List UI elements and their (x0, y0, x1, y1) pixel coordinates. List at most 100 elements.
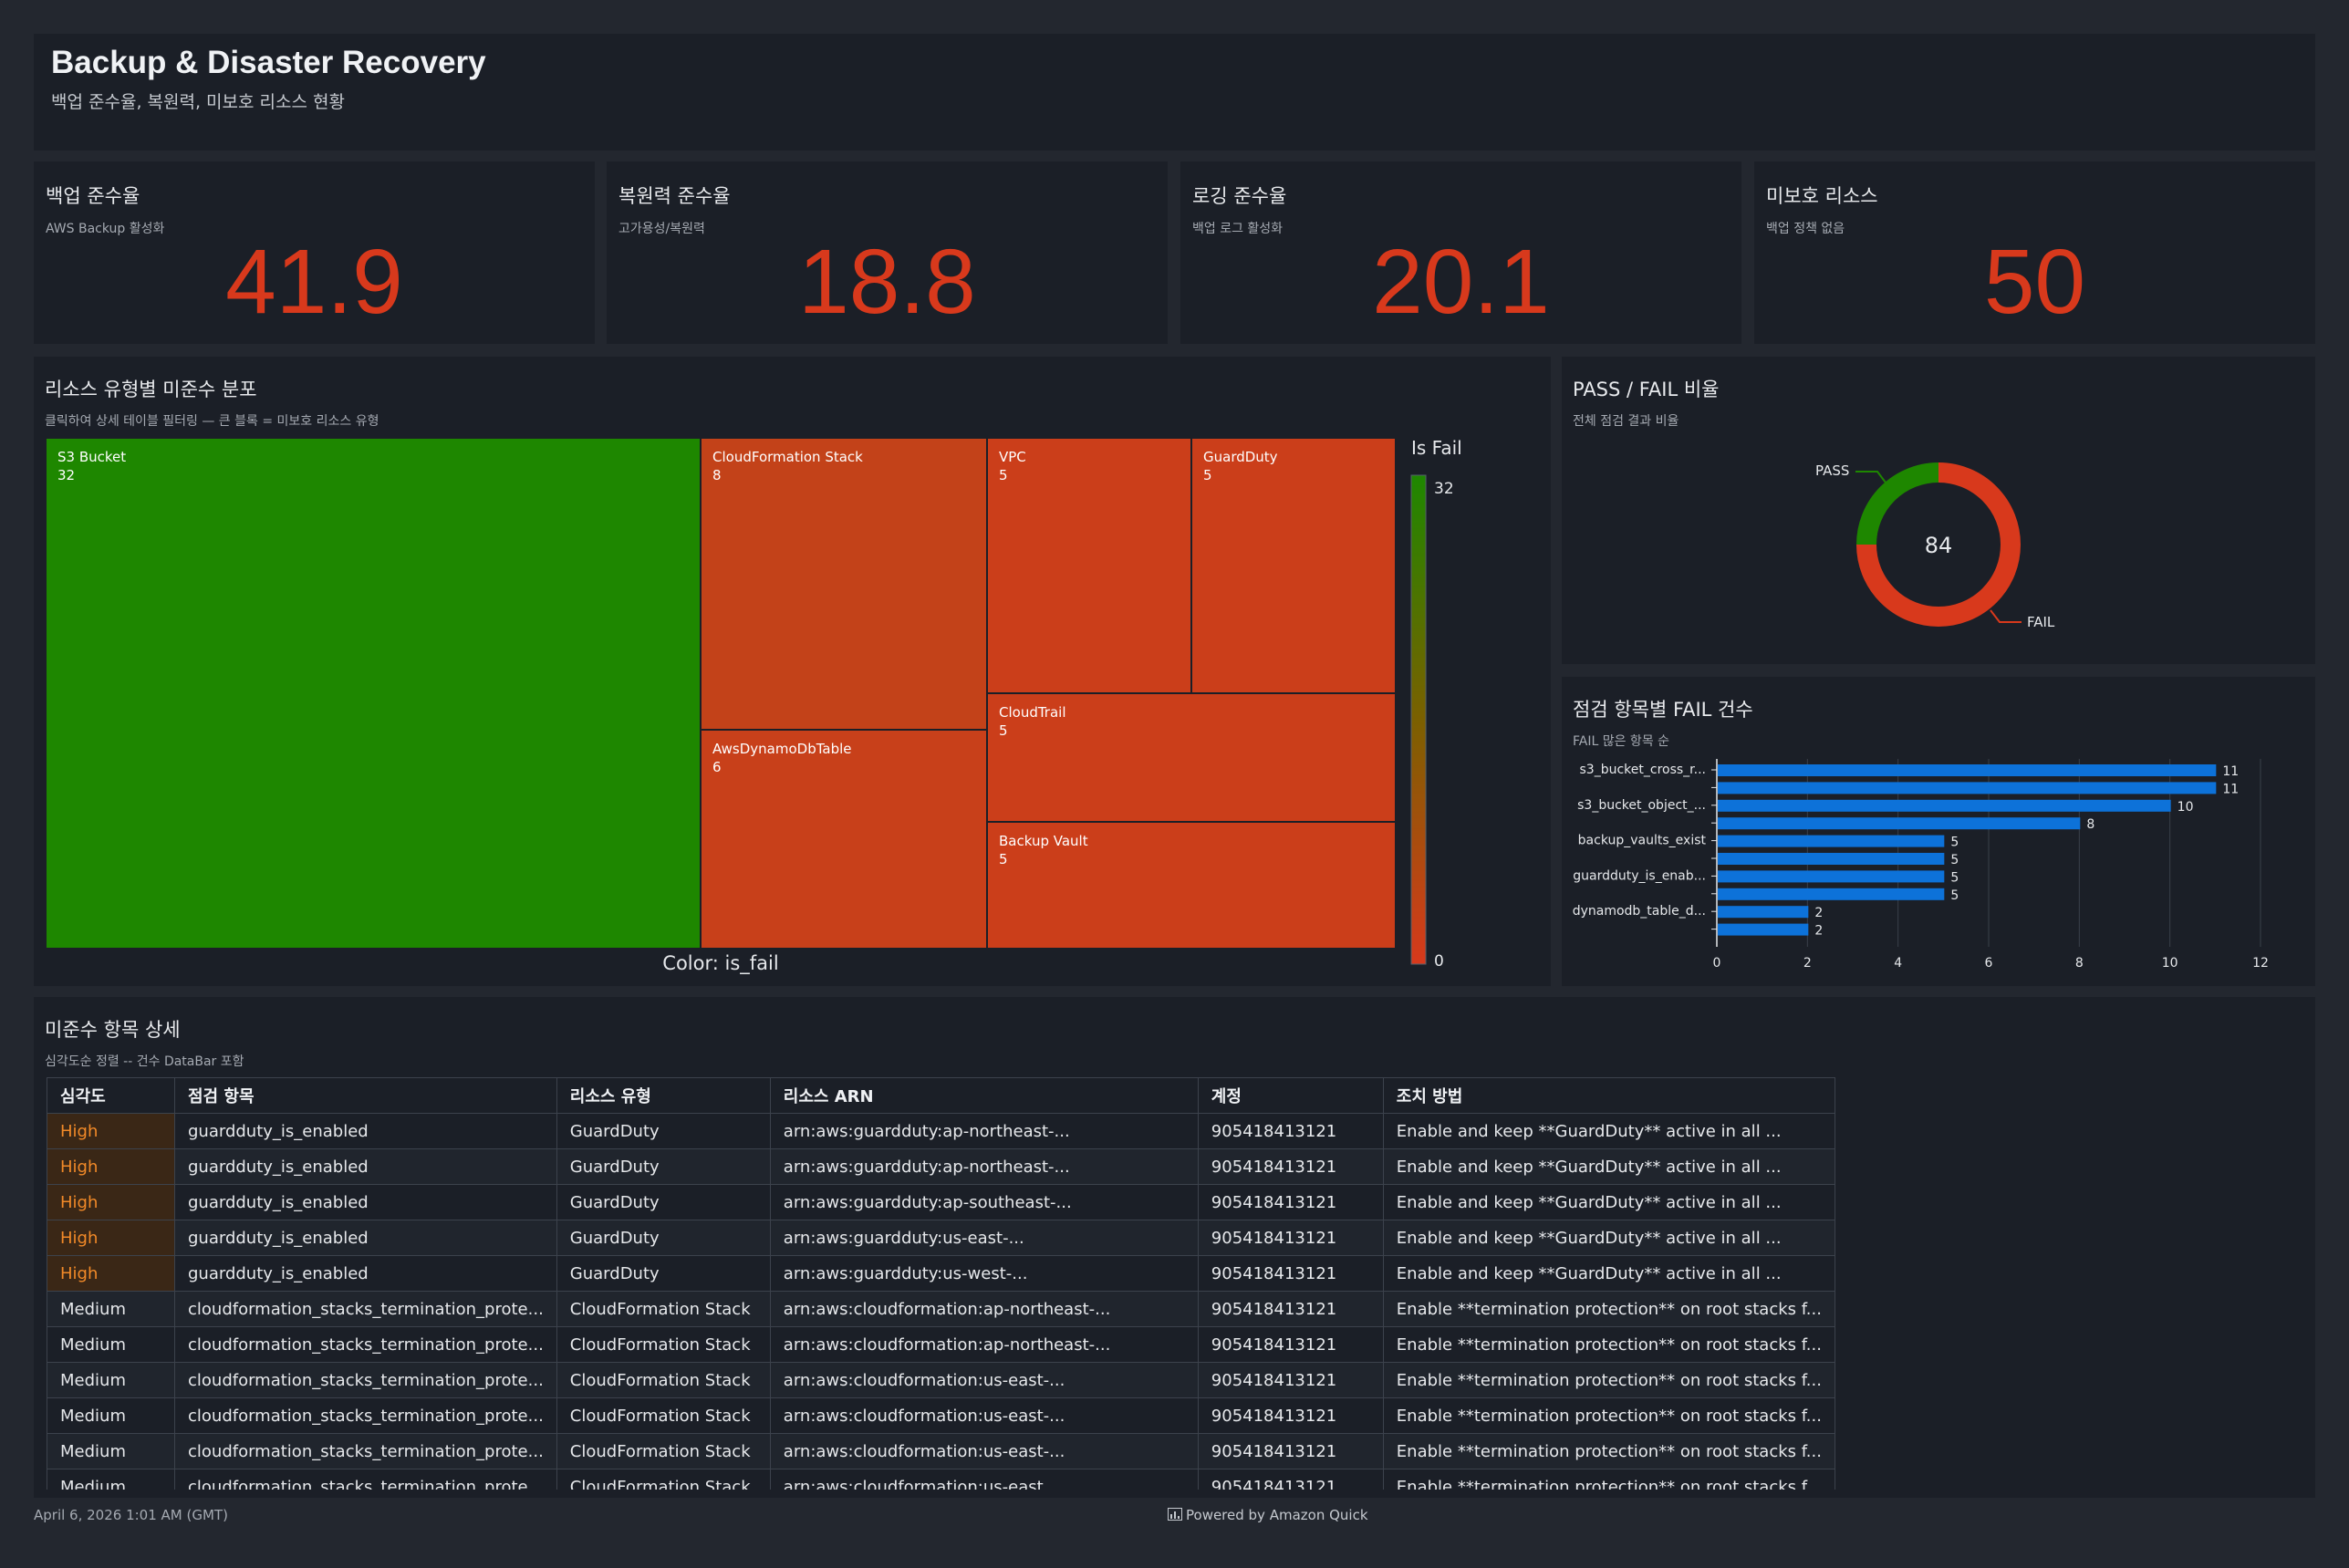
fail-bar-value-label: 5 (1950, 853, 1959, 867)
col-header-check[interactable]: 점검 항목 (174, 1077, 557, 1114)
remediation-cell: Enable **termination protection** on roo… (1382, 1433, 1835, 1469)
treemap-cell-guardduty[interactable]: GuardDuty 5 (1192, 439, 1395, 692)
treemap-cell-value: 8 (712, 467, 722, 483)
resource-type-cell: GuardDuty (556, 1220, 771, 1256)
remediation-cell: Enable and keep **GuardDuty** active in … (1382, 1220, 1835, 1256)
fail-bar[interactable] (1718, 799, 2171, 812)
table-row[interactable]: Medium cloudformation_stacks_termination_… (47, 1433, 1835, 1469)
table-subtitle: 심각도순 정렬 -- 건수 DataBar 포함 (45, 1054, 244, 1069)
y-tick-label: guardduty_is_enab... (1573, 868, 1706, 883)
treemap-cell-vpc[interactable]: VPC 5 (988, 439, 1190, 692)
fail-bar[interactable] (1718, 906, 1809, 919)
severity-cell: Medium (47, 1326, 175, 1363)
resource-arn-cell: arn:aws:guardduty:us-west-... (769, 1255, 1199, 1292)
check-cell: cloudformation_stacks_termination_prote.… (174, 1362, 557, 1398)
footer-powered-by: Powered by Amazon Quick (1168, 1507, 1368, 1523)
check-cell: cloudformation_stacks_termination_prote.… (174, 1469, 557, 1490)
treemap-cell-label: S3 Bucket (57, 449, 126, 465)
resource-arn-cell: arn:aws:cloudformation:us-east... (769, 1469, 1199, 1490)
fail-bar[interactable] (1718, 782, 2217, 794)
account-cell: 905418413121 (1197, 1469, 1384, 1490)
account-cell: 905418413121 (1197, 1113, 1384, 1149)
table-row[interactable]: High guardduty_is_enabled GuardDuty arn:aws… (47, 1113, 1835, 1149)
table-row[interactable]: Medium cloudformation_stacks_termination_… (47, 1326, 1835, 1363)
resource-arn-cell: arn:aws:cloudformation:us-east-... (769, 1362, 1199, 1398)
fail-leader-line (1990, 609, 2022, 623)
fail-bar[interactable] (1718, 817, 2081, 830)
col-header-account[interactable]: 계정 (1197, 1077, 1384, 1114)
check-cell: guardduty_is_enabled (174, 1184, 557, 1220)
table-row[interactable]: Medium cloudformation_stacks_termination_… (47, 1291, 1835, 1327)
detail-table-panel: 미준수 항목 상세 심각도순 정렬 -- 건수 DataBar 포함 심각도 점… (34, 997, 2315, 1498)
col-header-severity[interactable]: 심각도 (47, 1077, 175, 1114)
fail-bar[interactable] (1718, 853, 1945, 865)
resource-arn-cell: arn:aws:cloudformation:ap-northeast-... (769, 1291, 1199, 1327)
treemap-cell-aws-dynamodb-table[interactable]: AwsDynamoDbTable 6 (702, 731, 986, 948)
y-tick-label: s3_bucket_cross_r... (1580, 763, 1707, 777)
fail-bar[interactable] (1718, 870, 1945, 883)
kpi-card-logging-compliance[interactable]: 로깅 준수율 백업 로그 활성화 20.1 (1180, 161, 1741, 344)
table-header-row: 심각도 점검 항목 리소스 유형 리소스 ARN 계정 조치 방법 (47, 1077, 1835, 1114)
pass-label: PASS (1815, 462, 1849, 479)
resource-type-cell: CloudFormation Stack (556, 1291, 771, 1327)
col-header-resource-arn[interactable]: 리소스 ARN (769, 1077, 1199, 1114)
resource-type-cell: GuardDuty (556, 1184, 771, 1220)
fail-bar[interactable] (1718, 835, 1945, 847)
col-header-remediation[interactable]: 조치 방법 (1382, 1077, 1835, 1114)
severity-cell: High (47, 1255, 175, 1292)
treemap-cell-value: 5 (999, 467, 1008, 483)
table-row[interactable]: High guardduty_is_enabled GuardDuty arn:aws… (47, 1184, 1835, 1220)
pass-fail-panel: PASS / FAIL 비율 전체 점검 결과 비율 84 PASS FAIL (1562, 357, 2315, 664)
bar-chart[interactable]: 11 11 10 8 5 5 5 5 2 2 s3_bucket_cross_r... s3_buc… (1562, 677, 2315, 986)
bar-subtitle: FAIL 많은 항목 순 (1573, 734, 1670, 749)
table-title: 미준수 항목 상세 (45, 1019, 181, 1041)
table-row[interactable]: Medium cloudformation_stacks_termination_… (47, 1397, 1835, 1434)
kpi-value: 20.1 (1372, 231, 1550, 333)
account-cell: 905418413121 (1197, 1148, 1384, 1185)
x-tick-label: 6 (1985, 956, 1993, 971)
treemap-title: 리소스 유형별 미준수 분포 (45, 379, 257, 400)
check-cell: cloudformation_stacks_termination_prote.… (174, 1433, 557, 1469)
treemap-cell-s3-bucket[interactable]: S3 Bucket 32 (47, 439, 700, 948)
check-cell: cloudformation_stacks_termination_prote.… (174, 1326, 557, 1363)
table-row[interactable]: High guardduty_is_enabled GuardDuty arn:aws… (47, 1220, 1835, 1256)
resource-arn-cell: arn:aws:cloudformation:us-east-... (769, 1397, 1199, 1434)
fail-bar-value-label: 5 (1950, 836, 1959, 850)
resource-type-cell: GuardDuty (556, 1255, 771, 1292)
check-cell: guardduty_is_enabled (174, 1255, 557, 1292)
fail-bar[interactable] (1718, 888, 1945, 900)
legend-min-label: 0 (1434, 952, 1444, 971)
fail-bar-value-label: 5 (1950, 870, 1959, 885)
check-cell: cloudformation_stacks_termination_prote.… (174, 1397, 557, 1434)
fail-bar[interactable] (1718, 923, 1809, 936)
fail-bar-value-label: 2 (1814, 906, 1823, 920)
account-cell: 905418413121 (1197, 1326, 1384, 1363)
table-row[interactable]: Medium cloudformation_stacks_termination_… (47, 1362, 1835, 1398)
treemap-cell-label: CloudFormation Stack (712, 449, 863, 465)
donut-slice-fail[interactable] (1856, 462, 2021, 627)
table-row[interactable]: High guardduty_is_enabled GuardDuty arn:aws… (47, 1148, 1835, 1185)
treemap-subtitle: 클릭하여 상세 테이블 필터링 — 큰 블록 = 미보호 리소스 유형 (45, 414, 379, 429)
check-cell: guardduty_is_enabled (174, 1148, 557, 1185)
donut-chart[interactable]: 84 PASS FAIL (1562, 357, 2315, 664)
kpi-card-backup-compliance[interactable]: 백업 준수율 AWS Backup 활성화 41.9 (34, 161, 595, 344)
fail-bar-value-label: 8 (2086, 817, 2094, 832)
kpi-value: 50 (1983, 231, 2086, 333)
table-clip: 심각도 점검 항목 리소스 유형 리소스 ARN 계정 조치 방법 High gu… (34, 997, 2315, 1490)
treemap-cell-cloudformation-stack[interactable]: CloudFormation Stack 8 (702, 439, 986, 729)
table-row[interactable]: Medium cloudformation_stacks_termination_… (47, 1469, 1835, 1490)
treemap-cell-backup-vault[interactable]: Backup Vault 5 (988, 823, 1395, 948)
severity-cell: Medium (47, 1397, 175, 1434)
fail-bar[interactable] (1718, 764, 2217, 776)
resource-type-cell: GuardDuty (556, 1113, 771, 1149)
remediation-cell: Enable **termination protection** on roo… (1382, 1362, 1835, 1398)
kpi-value: 18.8 (798, 231, 976, 333)
donut-slice-pass[interactable] (1856, 462, 1939, 545)
col-header-resource-type[interactable]: 리소스 유형 (556, 1077, 771, 1114)
treemap-chart[interactable]: S3 Bucket 32 CloudFormation Stack 8 AwsDynam… (34, 357, 1551, 986)
detail-table: 심각도 점검 항목 리소스 유형 리소스 ARN 계정 조치 방법 High gu… (47, 1077, 1835, 1490)
kpi-card-unprotected-resources[interactable]: 미보호 리소스 백업 정책 없음 50 (1754, 161, 2315, 344)
table-row[interactable]: High guardduty_is_enabled GuardDuty arn:aws… (47, 1255, 1835, 1292)
kpi-card-resilience-compliance[interactable]: 복원력 준수율 고가용성/복원력 18.8 (607, 161, 1168, 344)
